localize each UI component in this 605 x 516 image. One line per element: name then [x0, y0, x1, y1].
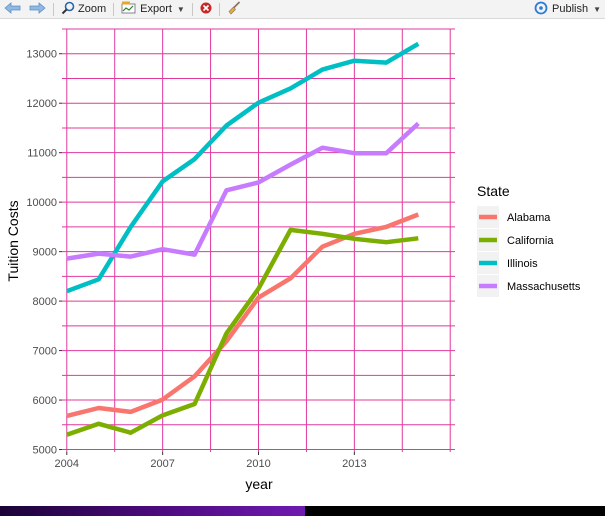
- chevron-down-icon: ▼: [593, 4, 601, 14]
- y-tick-label: 10000: [26, 197, 57, 209]
- series-line-illinois: [66, 41, 420, 294]
- x-tick-label: 2013: [342, 458, 366, 470]
- y-axis: 5000 6000 7000 8000 9000 10000 11000 12000 13000: [26, 49, 62, 457]
- chevron-down-icon: ▼: [176, 4, 185, 14]
- clear-all-button[interactable]: [223, 0, 245, 18]
- x-axis: 2004 2007 2010 2013: [55, 452, 367, 470]
- line-chart: 5000 6000 7000 8000 9000 10000 11000 12000 13000…: [5, 28, 581, 492]
- y-tick-label: 8000: [33, 296, 57, 308]
- publish-icon: [533, 1, 549, 18]
- arrow-left-icon: [4, 1, 21, 17]
- export-label: Export: [140, 3, 172, 15]
- toolbar-divider: [113, 2, 115, 16]
- y-tick-label: 13000: [26, 49, 57, 61]
- zoom-icon: [61, 1, 75, 18]
- bottom-status-bar: [0, 499, 605, 516]
- broom-icon: [227, 0, 241, 18]
- zoom-label: Zoom: [78, 3, 107, 15]
- legend-title: State: [477, 183, 510, 199]
- series-line-california: [66, 227, 419, 437]
- x-tick-label: 2007: [150, 458, 174, 470]
- back-button[interactable]: [0, 0, 25, 18]
- legend-label: California: [507, 235, 554, 247]
- publish-button[interactable]: Publish ▼: [529, 0, 605, 18]
- publish-label: Publish: [552, 3, 589, 15]
- series-lines: [66, 41, 420, 437]
- y-tick-label: 6000: [33, 395, 57, 407]
- plot-toolbar: Zoom Export ▼ Publish ▼: [0, 0, 605, 19]
- gradient-strip: [0, 506, 305, 516]
- y-tick-label: 9000: [33, 247, 57, 259]
- x-tick-label: 2004: [55, 458, 79, 470]
- export-icon: [121, 1, 137, 17]
- x-axis-title: year: [245, 476, 273, 492]
- zoom-button[interactable]: Zoom: [57, 0, 110, 18]
- series-line-alabama: [66, 212, 420, 419]
- arrow-right-icon: [29, 1, 46, 17]
- chart-area: 5000 6000 7000 8000 9000 10000 11000 12000 13000…: [0, 19, 605, 499]
- toolbar-divider: [191, 2, 193, 16]
- legend-label: Massachusetts: [507, 281, 581, 293]
- y-axis-title: Tuition Costs: [5, 200, 21, 281]
- export-button[interactable]: Export ▼: [117, 0, 189, 18]
- legend-label: Alabama: [507, 212, 551, 224]
- y-tick-label: 5000: [33, 445, 57, 457]
- remove-plot-button[interactable]: [196, 0, 216, 18]
- legend: State Alabama California Illinois Massachus…: [477, 183, 581, 297]
- legend-label: Illinois: [507, 258, 538, 270]
- toolbar-divider: [53, 2, 54, 16]
- series-line-massachusetts: [66, 121, 420, 261]
- forward-button[interactable]: [25, 0, 50, 18]
- toolbar-divider: [218, 2, 220, 16]
- y-tick-label: 11000: [27, 148, 57, 160]
- grid-lines: [62, 28, 455, 452]
- y-tick-label: 12000: [26, 98, 57, 110]
- y-tick-label: 7000: [33, 346, 57, 358]
- remove-icon: [200, 2, 212, 17]
- x-tick-label: 2010: [246, 458, 270, 470]
